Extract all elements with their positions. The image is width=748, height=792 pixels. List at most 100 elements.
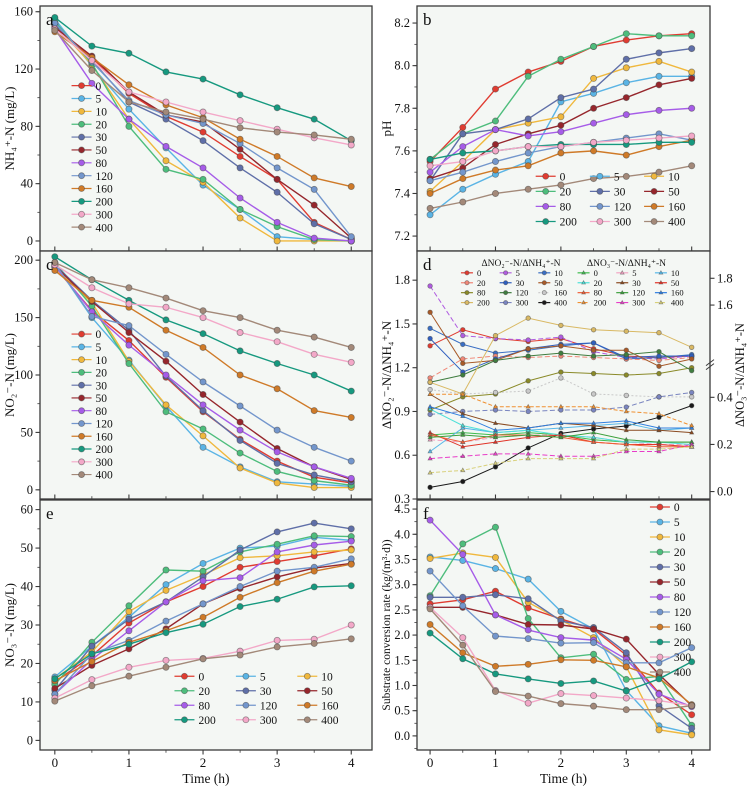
data-point-marker: [558, 375, 564, 381]
data-point-marker: [541, 290, 547, 296]
y-tick-label: 3.0: [394, 578, 410, 592]
data-point-marker: [125, 615, 133, 623]
legend-item-label: 50: [96, 145, 108, 157]
data-point-marker: [656, 548, 664, 556]
data-point-marker: [590, 147, 598, 155]
data-point-marker: [88, 296, 96, 304]
data-point-marker: [199, 108, 207, 116]
data-point-marker: [303, 716, 311, 724]
data-point-marker: [78, 223, 85, 231]
legend-item-right-400: 400: [654, 298, 684, 308]
legend-item-5: 5: [235, 671, 266, 683]
data-point-marker: [492, 332, 499, 339]
data-point-marker: [236, 554, 244, 562]
data-point-marker: [199, 391, 207, 399]
data-point-marker: [622, 94, 630, 102]
data-point-marker: [524, 72, 532, 80]
data-point-marker: [125, 672, 133, 680]
x-tick-label: 1: [126, 755, 133, 770]
data-point-marker: [459, 593, 467, 601]
data-point-marker: [310, 477, 318, 485]
data-point-marker: [426, 204, 434, 212]
legend-item-label: 120: [632, 288, 645, 298]
data-point-marker: [459, 175, 467, 183]
y-tick-label: 0.5: [394, 704, 410, 718]
data-point-marker: [688, 356, 695, 362]
data-point-marker: [492, 427, 499, 433]
data-point-marker: [273, 479, 281, 487]
data-point-marker: [199, 600, 207, 608]
y-tick-label: 7.4: [394, 186, 410, 200]
data-point-marker: [623, 436, 629, 442]
panel-letter: b: [423, 10, 432, 29]
legend-item-0: 0: [71, 329, 102, 341]
legend-item-30: 30: [649, 562, 686, 574]
data-point-marker: [542, 187, 550, 195]
data-point-marker: [655, 32, 663, 40]
data-point-marker: [162, 617, 170, 625]
data-point-marker: [656, 370, 662, 377]
data-point-marker: [236, 214, 244, 222]
y-tick-label: 30: [21, 618, 34, 632]
data-point-marker: [162, 157, 170, 165]
data-point-marker: [88, 682, 96, 690]
y-axis: 0 40 80 120 160: [14, 5, 40, 248]
data-point-marker: [427, 375, 433, 381]
data-point-marker: [557, 690, 565, 698]
legend-item-10: 10: [297, 671, 333, 683]
legend-item-right-5: 5: [616, 268, 636, 278]
data-point-marker: [524, 162, 532, 170]
data-point-marker: [524, 675, 532, 683]
legend-item-200: 200: [71, 444, 113, 456]
data-point-marker: [125, 329, 133, 337]
data-point-marker: [460, 391, 466, 397]
data-point-marker: [557, 128, 565, 136]
legend-item-label: 300: [516, 298, 529, 308]
data-point-marker: [273, 643, 281, 651]
y-tick-label: 7.6: [394, 144, 410, 158]
data-point-marker: [656, 533, 664, 541]
data-point-marker: [347, 635, 355, 643]
legend-item-label: 160: [96, 431, 114, 443]
legend-item-0: 0: [649, 502, 680, 514]
series-markers-right-160: [427, 403, 695, 433]
data-point-marker: [459, 649, 467, 657]
right-y-tick-label: 1.8: [717, 271, 733, 285]
data-point-marker: [688, 731, 696, 739]
data-point-marker: [656, 353, 662, 359]
data-point-marker: [426, 177, 434, 185]
data-point-marker: [460, 327, 466, 333]
data-point-marker: [273, 338, 281, 346]
data-point-marker: [459, 198, 467, 206]
legend-item-160: 160: [649, 622, 691, 634]
data-point-marker: [491, 591, 499, 599]
data-point-marker: [525, 408, 531, 415]
data-point-marker: [656, 608, 664, 616]
y-tick-label: 1.5: [394, 317, 410, 331]
y-tick-label: 160: [14, 5, 33, 19]
data-point-marker: [650, 218, 658, 225]
data-point-marker: [310, 333, 318, 341]
data-point-marker: [162, 586, 170, 594]
data-point-marker: [347, 343, 355, 351]
data-point-marker: [78, 356, 85, 364]
legend-item-label: 10: [96, 355, 108, 367]
data-point-marker: [623, 448, 629, 454]
data-point-marker: [273, 104, 281, 112]
legend-item-80: 80: [71, 158, 107, 170]
y-tick-label: 1.0: [394, 678, 410, 692]
data-point-marker: [125, 608, 133, 616]
data-point-marker: [199, 613, 207, 621]
data-point-marker: [125, 300, 133, 308]
data-point-marker: [236, 91, 244, 99]
data-point-marker: [656, 348, 662, 355]
data-point-marker: [181, 701, 188, 709]
series-markers-200: [426, 629, 696, 695]
data-point-marker: [199, 307, 207, 315]
legend-group-right: ΔNO₃⁻-N/ΔNH₄⁺-N0 5 10 20 30 50 80 120 160 200 300 4…: [577, 259, 684, 308]
data-point-marker: [310, 407, 318, 415]
data-point-marker: [655, 697, 663, 705]
data-point-marker: [590, 420, 597, 426]
